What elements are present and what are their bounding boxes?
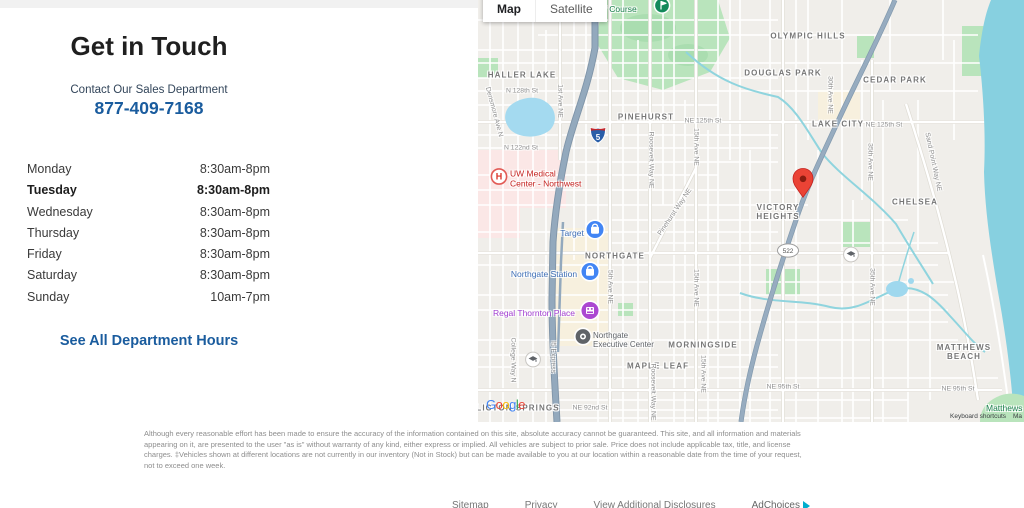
hours-time: 8:30am-8pm [199, 247, 270, 262]
hours-day: Monday [27, 162, 72, 176]
hours-day: Sunday [27, 289, 70, 304]
hours-row: Sunday 10am-7pm [0, 287, 298, 308]
hours-day: Wednesday [27, 204, 93, 219]
svg-text:H: H [496, 172, 503, 182]
hours-day: Tuesday [27, 183, 77, 198]
hours-day: Thursday [27, 225, 80, 240]
top-strip [0, 0, 478, 8]
satellite-view-button[interactable]: Satellite [535, 0, 607, 22]
adchoices-icon [802, 500, 810, 508]
route-522-shield: 522 [776, 243, 800, 264]
hours-time: 10am-7pm [210, 289, 270, 304]
map-base-art [478, 0, 1024, 422]
hours-time: 8:30am-8pm [199, 162, 270, 176]
hours-row: Friday 8:30am-8pm [0, 244, 298, 265]
shop-poi-icon[interactable] [579, 261, 601, 287]
footer-link[interactable]: View Additional Disclosures [593, 500, 716, 508]
contact-subtitle: Contact Our Sales Department [70, 84, 228, 96]
cinema-poi-icon[interactable] [579, 300, 601, 326]
shop-poi-icon[interactable] [584, 219, 606, 245]
svg-text:522: 522 [783, 248, 794, 255]
google-logo: Google [486, 397, 525, 412]
hours-table: Monday 8:30am-8pm Tuesday 8:30am-8pm Wednesd… [0, 159, 298, 308]
hours-row: Monday 8:30am-8pm [0, 159, 298, 180]
footer-link[interactable]: Sitemap [452, 500, 489, 508]
hours-time: 8:30am-8pm [199, 204, 270, 219]
hours-day: Friday [27, 247, 62, 262]
disclaimer-text: Although every reasonable effort has bee… [144, 429, 802, 470]
hours-row: Wednesday 8:30am-8pm [0, 202, 298, 223]
hours-row: Tuesday 8:30am-8pm [0, 180, 298, 201]
map-view-button[interactable]: Map [497, 2, 521, 16]
hospital-poi-icon[interactable]: H [490, 168, 508, 191]
hours-row: Thursday 8:30am-8pm [0, 223, 298, 244]
adchoices-link[interactable]: AdChoices [752, 500, 810, 508]
school-poi-icon[interactable] [525, 351, 542, 373]
map-canvas[interactable]: HALLER LAKE PINEHURST OLYMPIC HILLS DOUGLAS… [478, 0, 1024, 422]
location-marker-pin[interactable] [790, 166, 816, 204]
golf-poi-icon[interactable] [653, 0, 671, 19]
map-attribution[interactable]: Keyboard shortcuts Ma [950, 413, 1023, 420]
sales-phone-link[interactable]: 877-409-7168 [94, 98, 204, 118]
school-poi-icon[interactable] [843, 246, 860, 268]
hours-time: 8:30am-8pm [199, 225, 270, 240]
hours-time: 8:30am-8pm [197, 183, 270, 198]
page-title: Get in Touch [70, 31, 228, 61]
footer-links: Sitemap Privacy View Additional Disclosure… [452, 500, 810, 508]
hours-row: Saturday 8:30am-8pm [0, 265, 298, 286]
hours-time: 8:30am-8pm [199, 268, 270, 283]
office-poi-icon[interactable] [574, 327, 593, 351]
interstate-5-shield: 5 [589, 127, 607, 150]
see-all-hours-link[interactable]: See All Department Hours [59, 333, 239, 349]
footer-link[interactable]: Privacy [524, 500, 558, 508]
svg-text:5: 5 [596, 133, 601, 142]
map-type-control: Map Satellite [483, 0, 607, 22]
hours-day: Saturday [27, 268, 78, 283]
